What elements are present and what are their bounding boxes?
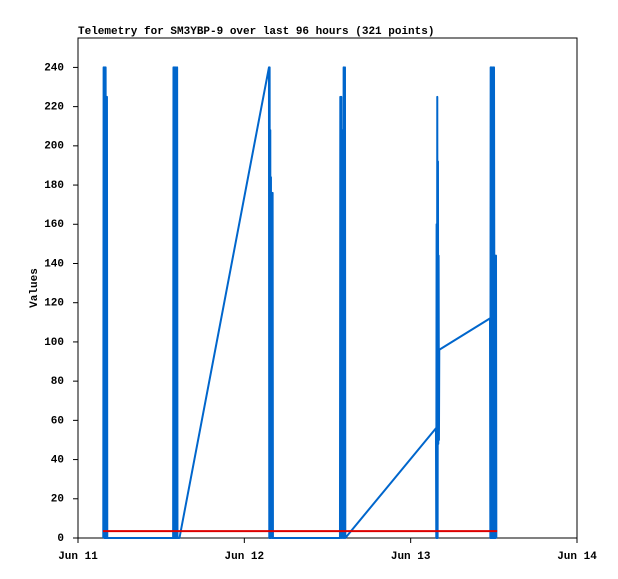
y-axis-label: Values xyxy=(29,268,41,308)
y-tick-label: 180 xyxy=(44,180,64,192)
y-tick-label: 100 xyxy=(44,337,64,349)
chart-title: Telemetry for SM3YBP-9 over last 96 hour… xyxy=(78,26,434,38)
y-tick-label: 120 xyxy=(44,298,64,310)
y-tick-label: 200 xyxy=(44,141,64,153)
x-tick-label: Jun 13 xyxy=(391,551,431,563)
series-line xyxy=(102,66,498,539)
x-tick-label: Jun 12 xyxy=(225,551,265,563)
y-tick-label: 0 xyxy=(57,533,64,545)
x-tick-label: Jun 11 xyxy=(58,551,98,563)
y-tick-label: 220 xyxy=(44,102,64,114)
x-tick-label: Jun 14 xyxy=(557,551,597,563)
y-tick-label: 60 xyxy=(51,415,64,427)
y-tick-label: 40 xyxy=(51,454,64,466)
y-tick-label: 240 xyxy=(44,62,64,74)
y-tick-label: 80 xyxy=(51,376,64,388)
y-tick-label: 140 xyxy=(44,258,64,270)
y-tick-label: 160 xyxy=(44,219,64,231)
y-tick-label: 20 xyxy=(51,494,64,506)
